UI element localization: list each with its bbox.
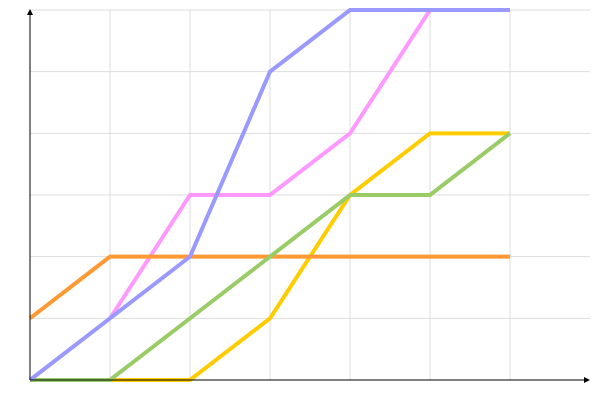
series-group xyxy=(28,8,512,382)
series-line-1 xyxy=(108,8,432,320)
y-axis-arrow xyxy=(27,9,33,15)
x-axis-arrow xyxy=(584,377,590,383)
axes xyxy=(27,9,590,383)
series-line-4 xyxy=(28,8,510,382)
grid xyxy=(30,9,590,380)
